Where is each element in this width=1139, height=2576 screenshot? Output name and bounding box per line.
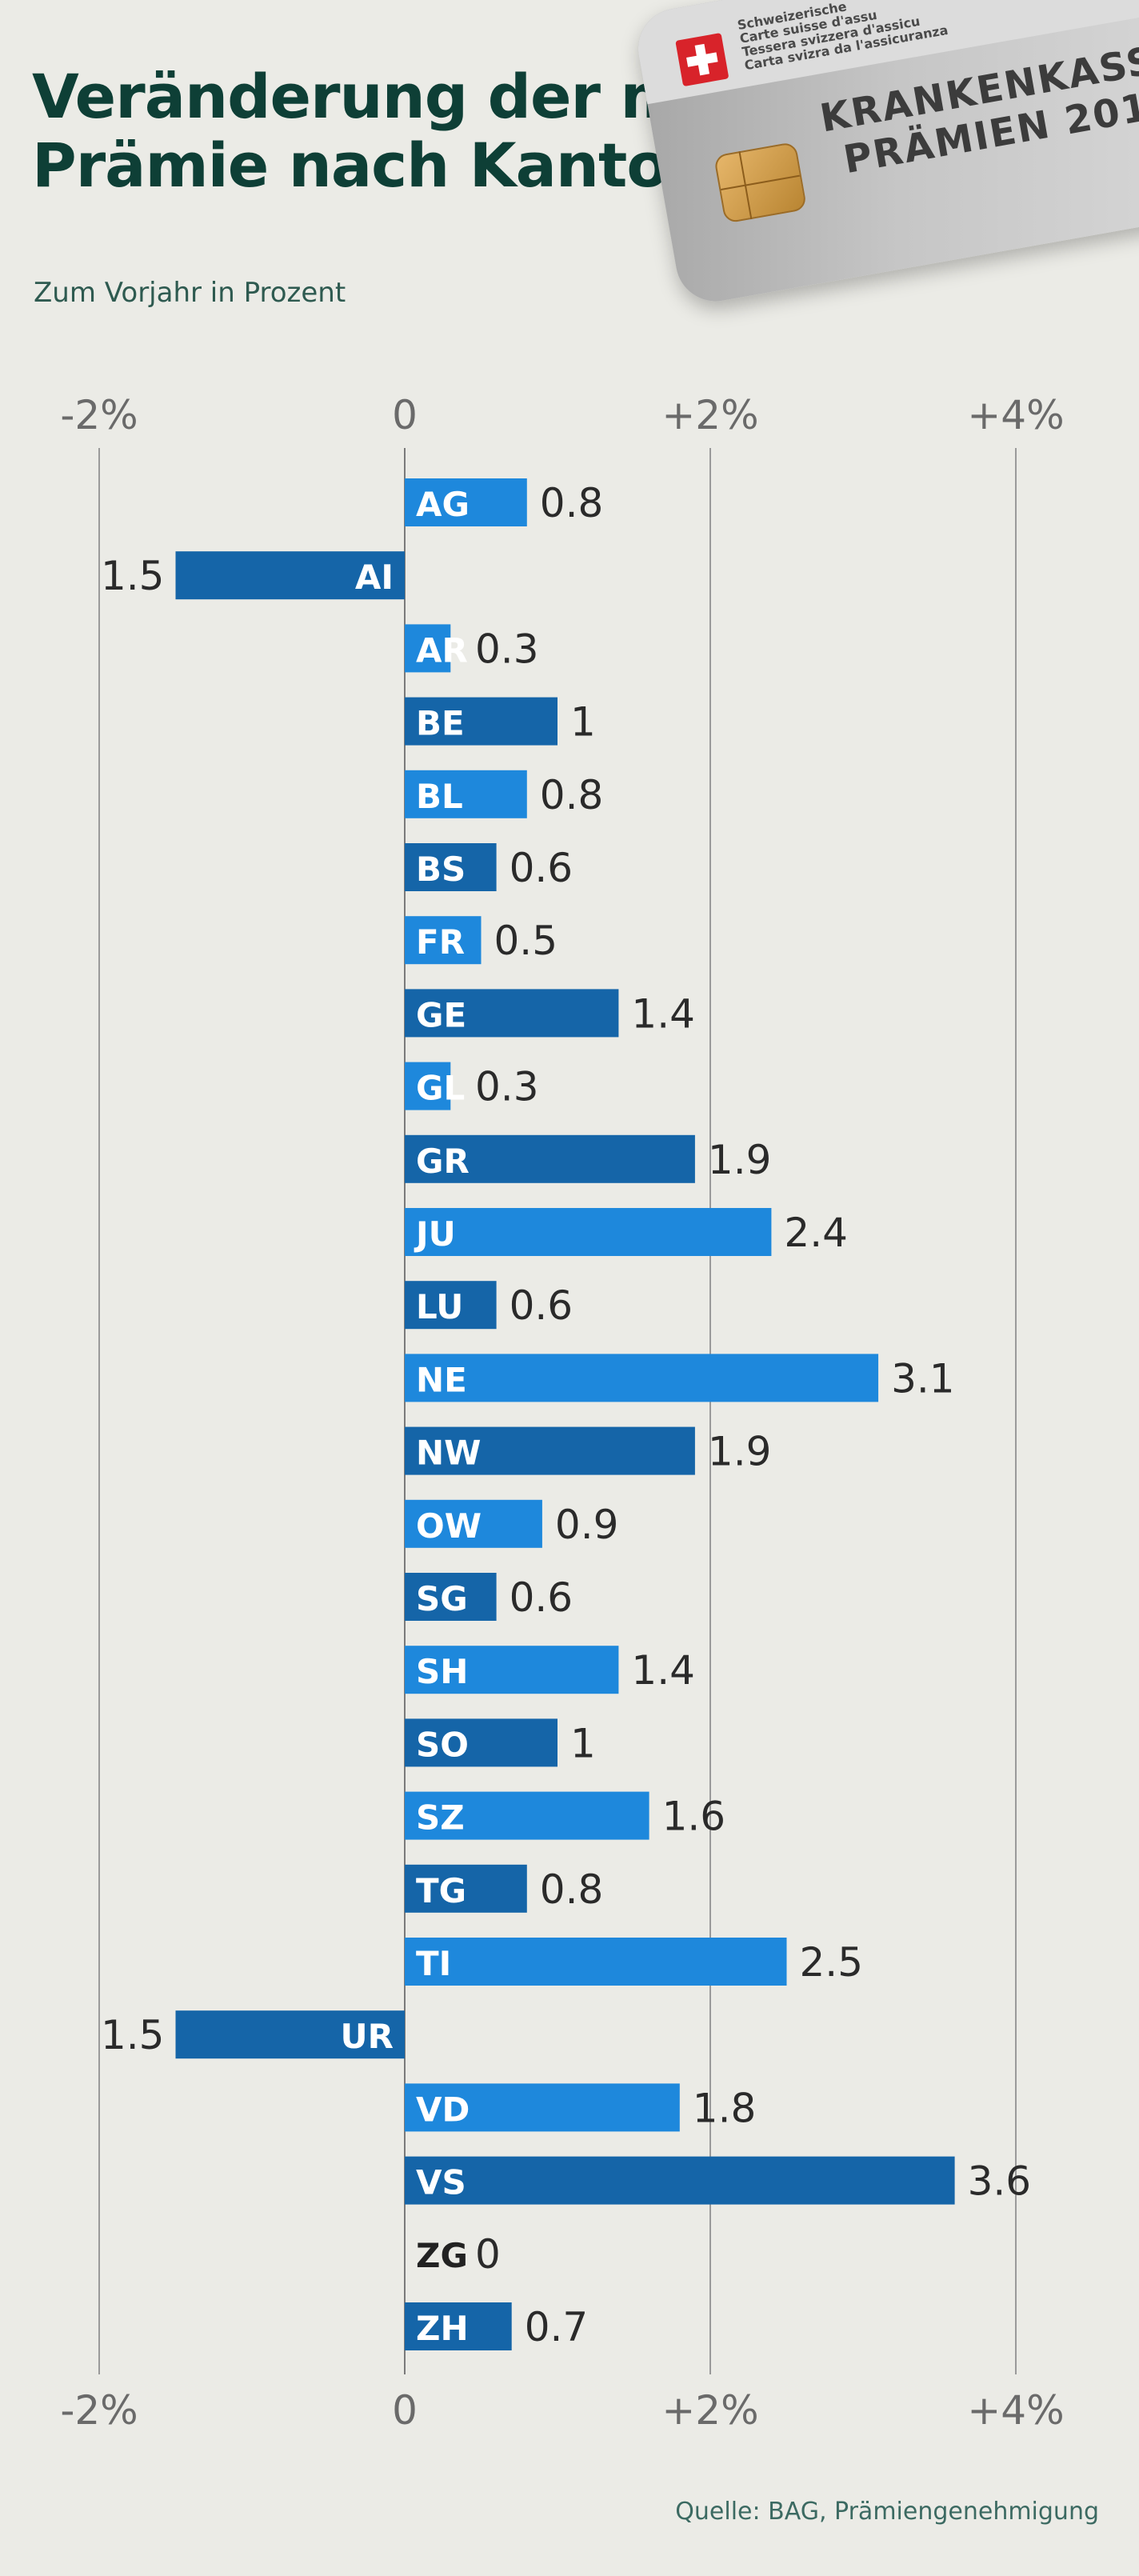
bar-value-label: 1: [570, 699, 596, 746]
bar: [405, 2302, 512, 2350]
bar-category-label: FR: [416, 922, 465, 962]
bar-category-label: AG: [416, 485, 470, 524]
bar-value-label: 1.6: [662, 1794, 726, 1840]
bar: [405, 916, 482, 965]
bar: [405, 1938, 787, 1986]
bar-category-label: NW: [416, 1434, 481, 1473]
tick-label-bottom: -2%: [60, 2387, 138, 2434]
tick-label-top: 0: [392, 392, 418, 438]
tick-label-bottom: 0: [392, 2387, 418, 2434]
tick-label-top: +4%: [967, 392, 1064, 438]
bar-value-label: 0.8: [540, 772, 604, 818]
bar-category-label: GR: [416, 1142, 470, 1181]
bar-category-label: BL: [416, 777, 463, 816]
bar-value-label: 1.9: [708, 1429, 772, 1475]
bar-category-label: GE: [416, 995, 466, 1034]
bar-category-label: VS: [416, 2163, 466, 2202]
bar-category-label: AI: [355, 558, 394, 597]
bar-category-label: SO: [416, 1725, 469, 1764]
bar: [405, 1354, 879, 1402]
bar-category-label: SH: [416, 1652, 468, 1691]
bar: [405, 1718, 558, 1767]
bar-value-label: 0.8: [540, 480, 604, 526]
chart-subtitle: Zum Vorjahr in Prozent: [34, 277, 346, 309]
bar-value-label: 0.6: [510, 845, 573, 891]
bar-category-label: AR: [416, 630, 468, 670]
bar-value-label: 0.7: [525, 2304, 589, 2350]
bar-value-label: 1.4: [631, 1647, 695, 1694]
bar-category-label: TI: [416, 1944, 451, 1983]
bar-category-label: JU: [414, 1214, 456, 1254]
bar: [405, 1208, 772, 1256]
source-note: Quelle: BAG, Prämiengenehmigung: [675, 2498, 1099, 2526]
bar: [405, 1062, 451, 1110]
bar-category-label: BS: [416, 850, 466, 889]
bar-value-label: 0.6: [510, 1282, 573, 1329]
bar-value-label: 1.5: [101, 2012, 165, 2058]
bar-category-label: LU: [416, 1287, 463, 1326]
axis-labels: -2% 0 +2% +4% -2% 0 +2% +4%: [60, 392, 1064, 2434]
bar: [175, 2010, 405, 2059]
bar-value-label: 1.8: [693, 2085, 757, 2131]
tick-label-top: -2%: [60, 392, 138, 438]
bar-value-label: 0.3: [475, 1064, 539, 1110]
bar-value-label: 1.5: [101, 553, 165, 599]
bar-category-label: BE: [416, 704, 465, 743]
bar-value-label: 3.6: [968, 2158, 1032, 2205]
bar-value-label: 2.4: [784, 1210, 848, 1256]
bar: [405, 697, 558, 746]
bar: [405, 770, 527, 818]
bar-value-label: 1.9: [708, 1137, 772, 1183]
tick-label-bottom: +4%: [967, 2387, 1064, 2434]
bar-category-label: GL: [416, 1069, 465, 1108]
bar: [405, 1864, 527, 1913]
bar-category-label: NE: [416, 1360, 467, 1399]
bar-category-label: OW: [416, 1506, 482, 1546]
bar: [405, 989, 619, 1038]
bar-category-label: ZG: [416, 2236, 468, 2275]
bar-value-label: 3.1: [891, 1355, 955, 1402]
bar: [405, 1791, 649, 1840]
bar: [405, 1281, 497, 1330]
bar-value-label: 0.8: [540, 1866, 604, 1913]
bar: [405, 843, 497, 891]
bar-category-label: ZH: [416, 2309, 469, 2348]
bar-value-label: 0.3: [475, 626, 539, 672]
bar-category-label: SG: [416, 1579, 468, 1618]
bar: [405, 2156, 955, 2205]
bar: [405, 1426, 695, 1475]
bar: [405, 1499, 542, 1548]
bar: [175, 551, 405, 600]
bar-category-label: UR: [341, 2017, 394, 2056]
bar-category-label: VD: [416, 2090, 470, 2129]
bar-value-label: 2.5: [800, 1939, 864, 1986]
bar: [405, 624, 451, 673]
bar: [405, 478, 527, 526]
grid-lines: [98, 448, 1017, 2374]
tick-label-top: +2%: [661, 392, 758, 438]
bar-value-label: 0.5: [494, 918, 558, 964]
bar-value-label: 1: [570, 1720, 596, 1766]
bar-value-label: 1.4: [631, 990, 695, 1037]
bar: [405, 1646, 619, 1694]
bar: [405, 1573, 497, 1621]
bar-value-label: 0.6: [510, 1574, 573, 1621]
bar-value-label: 0: [475, 2231, 501, 2278]
bar-category-label: SZ: [416, 1798, 465, 1838]
bar-category-label: TG: [416, 1871, 466, 1910]
bar-value-label: 0.9: [555, 1502, 619, 1548]
tick-label-bottom: +2%: [661, 2387, 758, 2434]
bar: [405, 1134, 695, 1183]
bar: [405, 2083, 680, 2132]
